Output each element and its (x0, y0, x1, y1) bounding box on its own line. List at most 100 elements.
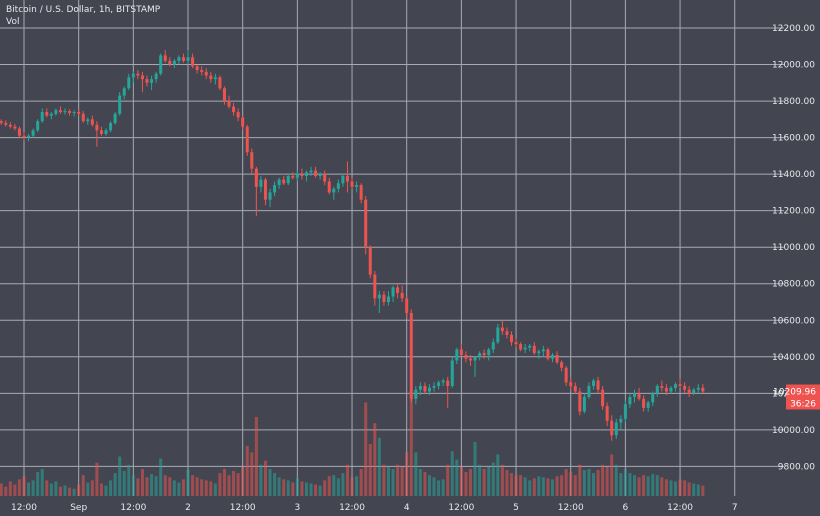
candle-body (573, 386, 577, 392)
candle-body (68, 111, 72, 113)
volume-bar (432, 477, 436, 496)
volume-bar (642, 475, 646, 496)
volume-bar (509, 473, 513, 496)
volume-bar (245, 446, 249, 496)
volume-bar (391, 468, 395, 496)
volume-bar (532, 478, 536, 496)
volume-bar (569, 472, 573, 496)
candle-body (40, 112, 44, 122)
candle-body (86, 119, 90, 122)
candle-body (145, 79, 149, 83)
candle-body (222, 88, 226, 102)
volume-bar (601, 464, 605, 496)
volume-bar (68, 487, 72, 496)
candle-body (218, 77, 222, 89)
candle-body (537, 351, 541, 354)
candle-body (8, 124, 12, 127)
volume-bar (323, 480, 327, 496)
candle-body (446, 380, 450, 387)
candle-body (4, 122, 8, 125)
candle-body (382, 294, 386, 302)
volume-bar (377, 437, 381, 496)
candle-body (541, 349, 545, 352)
candle-body (646, 402, 650, 408)
volume-bar (592, 473, 595, 496)
candle-body (587, 386, 591, 397)
volume-bars (0, 392, 705, 496)
candle-body (701, 387, 705, 392)
last-price-tag (786, 384, 820, 398)
candle-body (633, 393, 637, 397)
x-tick-label: 6 (623, 503, 629, 513)
candle-body (596, 380, 600, 390)
candle-body (118, 95, 122, 114)
volume-bar (63, 485, 67, 496)
volume-bar (364, 402, 368, 496)
volume-bar (0, 483, 3, 496)
candle-body (696, 387, 700, 390)
candle-body (0, 121, 3, 123)
candle-body (17, 128, 21, 136)
volume-bar (341, 473, 345, 496)
candle-body (109, 122, 113, 131)
candle-body (678, 384, 682, 387)
candle-body (423, 386, 427, 392)
candle-body (409, 312, 413, 399)
volume-bar (619, 473, 623, 496)
candle-body (154, 73, 158, 80)
candle-body (236, 112, 240, 118)
candle-body (31, 130, 35, 136)
candle-body (181, 57, 185, 61)
candle-body (578, 391, 582, 412)
volume-bar (49, 483, 53, 496)
volume-bar (259, 464, 263, 496)
volume-bar (136, 478, 140, 496)
candle-body (478, 353, 482, 357)
candle-body (414, 389, 418, 399)
candle-body (555, 354, 559, 363)
volume-bar (145, 477, 149, 496)
symbol-title: Bitcoin / U.S. Dollar, 1h, BITSTAMP (6, 5, 161, 15)
candle-body (90, 119, 94, 125)
volume-bar (386, 466, 390, 496)
y-tick-label: 11200.00 (772, 207, 815, 217)
volume-bar (77, 484, 81, 496)
volume-bar (541, 477, 545, 496)
volume-bar (614, 464, 618, 496)
volume-bar (418, 468, 422, 496)
volume-bar (450, 451, 454, 496)
candle-body (642, 398, 646, 408)
volume-bar (154, 476, 158, 496)
volume-bar (27, 482, 31, 496)
candle-body (168, 60, 172, 65)
candle-body (63, 111, 67, 113)
volume-bar (222, 468, 226, 496)
x-tick-label: 2 (185, 503, 191, 513)
volume-bar (291, 482, 295, 496)
candle-body (386, 296, 390, 302)
volume-bar (633, 475, 637, 496)
candle-body (528, 345, 532, 348)
candle-body (377, 294, 381, 299)
volume-bar (573, 475, 577, 496)
volume-bar (396, 464, 400, 496)
y-tick-label: 11800.00 (772, 97, 815, 107)
volume-bar (578, 464, 582, 496)
candle-body (213, 77, 217, 80)
candle-body (396, 287, 400, 293)
x-tick-label: 12:00 (339, 503, 365, 513)
time-axis[interactable]: 12:00 Sep 12:00 2 12:00 3 12:00 4 12:00 5 12:00 6 12… (11, 503, 738, 513)
volume-bar (31, 480, 35, 496)
volume-bar (687, 482, 691, 496)
volume-bar (286, 480, 290, 496)
volume-bar (314, 484, 318, 496)
volume-bar (90, 480, 94, 496)
candle-body (268, 192, 272, 200)
volume-bar (564, 468, 568, 496)
countdown-label: 36:26 (790, 400, 816, 410)
candle-body (104, 130, 108, 134)
candle-body (487, 349, 491, 355)
volume-bar (72, 488, 76, 496)
